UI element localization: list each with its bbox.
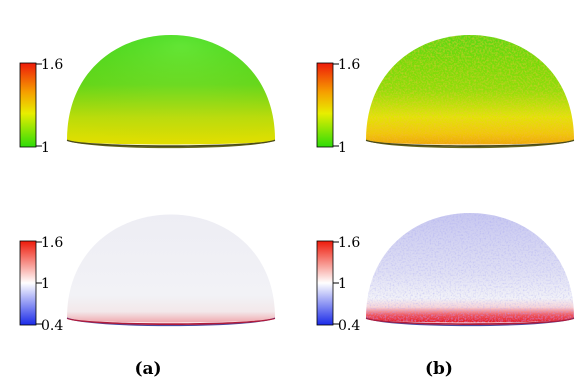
colorbar-max-label: 1.6 (338, 57, 360, 73)
colorbar-max-label: 1.6 (41, 235, 63, 251)
dome-top-a (66, 35, 276, 149)
colorbar-bottom-a: 1.6 1 0.4 (19, 235, 63, 334)
colorbar-bottom-b: 1.6 1 0.4 (316, 235, 360, 334)
dome-bottom-a (66, 214, 276, 327)
colorbar-min-label: 1 (41, 140, 50, 156)
colorbar-top-b: 1.6 1 (316, 57, 360, 156)
colorbar-max-label: 1.6 (41, 57, 63, 73)
colorbar-max-label: 1.6 (338, 235, 360, 251)
colorbar-min-label: 0.4 (41, 318, 63, 334)
colorbar-mid-label: 1 (41, 276, 50, 292)
dome-top-b (365, 35, 575, 149)
colorbar-min-label: 1 (338, 140, 347, 156)
panel-caption-b: (b) (425, 359, 453, 379)
colorbar-top-a: 1.6 1 (19, 57, 63, 156)
dome-bottom-b (365, 213, 575, 327)
colorbar-min-label: 0.4 (338, 318, 360, 334)
panel-caption-a: (a) (134, 359, 161, 379)
colorbar-mid-label: 1 (338, 276, 347, 292)
